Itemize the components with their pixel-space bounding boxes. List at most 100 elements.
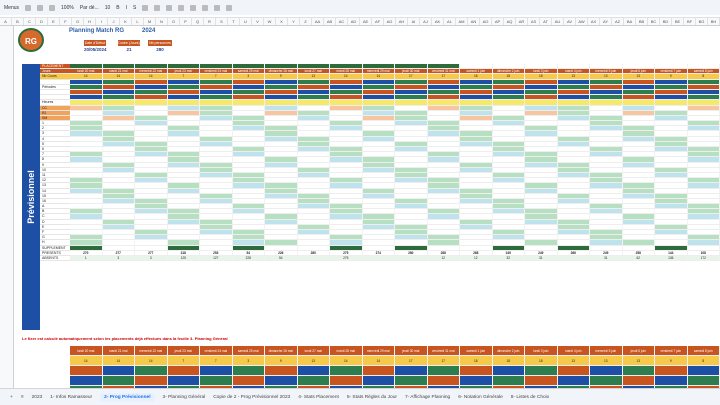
table-cell[interactable] — [460, 152, 493, 157]
table-cell[interactable] — [200, 193, 233, 198]
table-cell[interactable]: 31 — [590, 255, 623, 261]
table-cell[interactable] — [590, 366, 623, 375]
table-cell[interactable] — [525, 167, 558, 172]
table-cell[interactable] — [135, 141, 168, 146]
table-cell[interactable] — [200, 366, 233, 375]
table-cell[interactable] — [622, 162, 655, 167]
table-cell[interactable] — [525, 157, 558, 162]
table-cell[interactable]: 226 — [265, 250, 298, 255]
table-cell[interactable] — [330, 79, 363, 84]
table-cell[interactable] — [492, 198, 525, 204]
table-cell[interactable] — [655, 245, 688, 250]
table-cell[interactable] — [168, 172, 200, 178]
table-cell[interactable] — [265, 121, 298, 126]
table-cell[interactable] — [460, 79, 493, 84]
table-cell[interactable] — [102, 162, 135, 167]
table-cell[interactable] — [167, 79, 200, 84]
font-select[interactable]: Par dé... — [79, 4, 99, 11]
table-cell[interactable] — [655, 64, 688, 69]
table-cell[interactable] — [655, 79, 688, 84]
table-cell[interactable] — [265, 230, 298, 235]
table-cell[interactable] — [103, 157, 135, 162]
table-cell[interactable] — [168, 121, 200, 126]
table-cell[interactable] — [70, 240, 103, 245]
table-cell[interactable]: mercredi 22 mai — [135, 346, 168, 355]
table-cell[interactable] — [395, 79, 428, 84]
table-cell[interactable] — [330, 152, 363, 157]
table-cell[interactable] — [233, 188, 265, 193]
table-cell[interactable] — [428, 167, 460, 172]
table-cell[interactable] — [655, 141, 688, 146]
table-cell[interactable] — [655, 115, 688, 121]
table-cell[interactable] — [102, 64, 135, 69]
table-cell[interactable] — [590, 152, 623, 157]
table-cell[interactable] — [233, 157, 265, 162]
table-cell[interactable] — [232, 172, 265, 178]
column-header[interactable]: A — [0, 18, 12, 25]
column-header[interactable]: AR — [516, 18, 528, 25]
table-cell[interactable] — [590, 178, 623, 183]
table-cell[interactable] — [135, 193, 168, 198]
table-cell[interactable]: 13 — [297, 356, 330, 365]
table-cell[interactable]: 125 — [167, 255, 200, 261]
table-cell[interactable] — [460, 110, 493, 115]
table-cell[interactable] — [558, 209, 590, 214]
table-cell[interactable] — [233, 214, 265, 219]
table-cell[interactable]: jeudi 6 juin — [622, 346, 655, 355]
table-cell[interactable] — [590, 95, 623, 100]
table-cell[interactable] — [525, 95, 558, 100]
table-cell[interactable] — [102, 167, 135, 172]
table-cell[interactable] — [623, 178, 655, 183]
table-cell[interactable] — [622, 95, 655, 100]
table-cell[interactable] — [590, 105, 623, 110]
table-cell[interactable] — [460, 240, 493, 245]
table-cell[interactable] — [493, 240, 525, 245]
table-cell[interactable] — [298, 209, 330, 214]
table-cell[interactable] — [297, 386, 330, 388]
table-cell[interactable] — [103, 178, 135, 183]
table-cell[interactable] — [70, 115, 103, 121]
column-header[interactable]: AQ — [504, 18, 516, 25]
table-cell[interactable] — [395, 245, 428, 250]
table-cell[interactable] — [167, 84, 200, 89]
table-cell[interactable] — [460, 376, 493, 385]
column-header[interactable]: AW — [576, 18, 588, 25]
table-cell[interactable]: 274 — [363, 250, 395, 255]
table-cell[interactable] — [395, 240, 428, 245]
table-cell[interactable] — [590, 376, 623, 385]
table-cell[interactable] — [362, 84, 395, 89]
table-cell[interactable] — [395, 376, 428, 385]
table-cell[interactable] — [557, 219, 590, 224]
table-cell[interactable] — [232, 204, 265, 209]
table-cell[interactable]: mardi 28 mai — [330, 346, 363, 355]
table-cell[interactable] — [427, 366, 460, 375]
table-cell[interactable] — [135, 366, 168, 375]
table-cell[interactable] — [330, 209, 363, 214]
column-header[interactable]: BA — [624, 18, 636, 25]
table-cell[interactable] — [135, 162, 168, 167]
table-cell[interactable] — [395, 126, 428, 131]
column-header[interactable]: O — [168, 18, 180, 25]
table-cell[interactable] — [168, 141, 200, 146]
table-cell[interactable]: 268 — [460, 250, 493, 255]
table-cell[interactable] — [525, 100, 558, 105]
table-cell[interactable] — [395, 219, 428, 224]
table-cell[interactable] — [492, 89, 525, 95]
table-cell[interactable] — [622, 219, 655, 224]
table-cell[interactable] — [525, 193, 558, 198]
table-cell[interactable] — [427, 131, 460, 136]
table-cell[interactable] — [557, 172, 590, 178]
table-cell[interactable] — [135, 121, 168, 126]
table-cell[interactable] — [297, 230, 330, 235]
table-cell[interactable]: lundi 20 mai — [70, 69, 103, 74]
table-cell[interactable] — [525, 235, 558, 240]
table-cell[interactable] — [102, 386, 135, 388]
table-cell[interactable] — [590, 193, 623, 198]
table-cell[interactable] — [103, 209, 135, 214]
table-cell[interactable] — [298, 126, 330, 131]
table-cell[interactable] — [525, 131, 558, 136]
table-cell[interactable] — [298, 178, 330, 183]
table-cell[interactable] — [395, 178, 428, 183]
table-cell[interactable] — [655, 147, 688, 152]
undo-icon[interactable] — [25, 4, 32, 11]
